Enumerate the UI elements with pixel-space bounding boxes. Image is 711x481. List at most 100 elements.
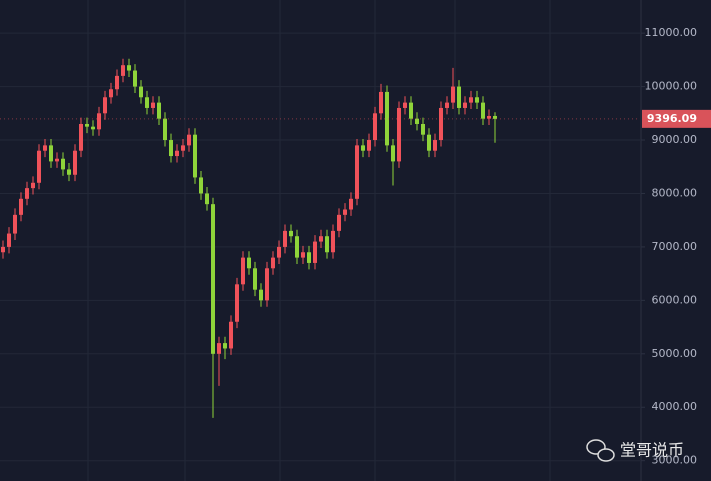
candle-body [493,115,497,119]
candle-body [181,145,185,151]
candle-body [19,198,23,215]
candle-body [361,145,365,151]
candle-body [475,97,479,103]
candle-body [409,102,413,119]
candle-body [265,268,269,301]
candle-body [133,70,137,87]
candle-body [313,241,317,263]
candle-body [49,145,53,162]
candle-body [337,214,341,231]
candle-body [331,230,335,253]
candle-body [289,230,293,237]
candle-body [283,230,287,247]
candle-body [67,169,71,175]
candle-body [1,246,5,253]
candle-body [97,113,101,130]
candle-body [277,246,281,258]
candle-body [247,257,251,269]
watermark-icon [586,439,615,462]
y-tick-label: 11000.00 [645,26,698,39]
candle-body [79,123,83,151]
candle-body [343,209,347,215]
candle-body [253,268,257,290]
candle-body [487,115,491,119]
y-tick-label: 5000.00 [652,347,698,360]
y-tick-label: 8000.00 [652,186,698,199]
candle-body [223,343,227,349]
candle-body [355,145,359,199]
candle-body [379,91,383,114]
candle-body [217,343,221,354]
candle-body [241,257,245,285]
y-tick-label: 6000.00 [652,293,698,306]
candle-body [127,65,131,71]
candle-body [43,145,47,151]
candle-body [109,89,113,98]
candle-body [463,102,467,108]
candle-body [421,123,425,135]
candle-body [91,126,95,130]
candle-body [457,86,461,108]
candle-body [169,140,173,157]
y-tick-label: 9000.00 [652,133,698,146]
candle-body [73,150,77,175]
last-price-label: 9396.09 [647,112,697,125]
candle-body [391,145,395,162]
candle-body [415,118,419,124]
plot [0,32,640,462]
last-price-box [642,109,711,128]
candle-body [367,140,371,151]
candle-body [139,86,143,98]
candle-body [259,289,263,301]
candle-body [145,97,149,108]
candle-body [307,252,311,263]
candle-body [157,102,161,119]
candle-body [349,198,353,210]
candle-body [61,158,65,170]
candle-body [373,113,377,141]
candle-body [397,107,401,162]
candle-body [301,252,305,258]
candle-body [403,102,407,108]
watermark: 堂哥说币 [620,441,684,460]
y-tick-label: 10000.00 [645,80,698,93]
candle-body [325,236,329,253]
candle-body [7,233,11,247]
candle-body [481,102,485,119]
candle-body [193,134,197,178]
candle-body [199,177,203,194]
candle-body [163,118,167,141]
candle-body [85,123,89,127]
candle-body [151,102,155,108]
candle-body [187,134,191,146]
candle-body [271,257,275,269]
candle-body [175,150,179,157]
candle-body [13,214,17,234]
candle-body [433,140,437,151]
candle-body [115,75,119,90]
candle-body [211,204,215,354]
candle-body [439,107,443,141]
candle-body [295,236,299,258]
candle-body [103,97,107,114]
candle-body [31,182,35,189]
candle-body [385,91,389,146]
y-tick-label: 4000.00 [652,400,698,413]
y-tick-label: 7000.00 [652,240,698,253]
candle-body [469,97,473,103]
candle-body [55,158,59,162]
y-tick-label: 3000.00 [652,454,698,467]
candle-body [427,134,431,151]
candle-body [319,236,323,242]
candle-body [445,102,449,108]
vertical-grid [87,0,551,481]
candle-body [229,321,233,349]
candle-body [205,193,209,205]
candle-body [25,188,29,199]
candle-body [121,65,125,76]
candle-body [37,150,41,183]
candle-body [451,86,455,103]
candle-body [235,284,239,322]
